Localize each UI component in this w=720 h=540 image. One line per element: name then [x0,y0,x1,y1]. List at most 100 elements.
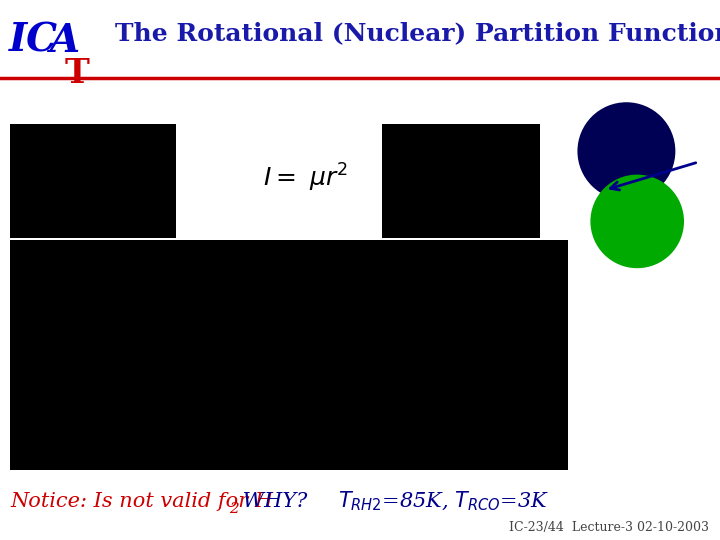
Ellipse shape [629,214,645,229]
Ellipse shape [595,179,680,264]
Ellipse shape [614,139,639,164]
Text: $T_{RH2}$=85K, $T_{RCO}$=3K: $T_{RH2}$=85K, $T_{RCO}$=3K [338,490,549,512]
Ellipse shape [613,197,662,246]
Ellipse shape [626,150,627,152]
Ellipse shape [630,214,644,228]
Ellipse shape [613,138,639,164]
Ellipse shape [618,143,634,159]
Ellipse shape [595,120,657,182]
Ellipse shape [624,148,629,154]
Ellipse shape [606,131,647,172]
Ellipse shape [610,135,643,167]
Ellipse shape [631,215,644,228]
Ellipse shape [609,134,644,168]
Ellipse shape [634,218,641,225]
Ellipse shape [599,183,675,260]
Ellipse shape [593,178,681,265]
Ellipse shape [585,110,667,192]
Text: A: A [49,22,79,59]
Ellipse shape [636,220,639,223]
Ellipse shape [621,146,631,156]
Ellipse shape [611,195,663,247]
Ellipse shape [598,183,676,260]
Ellipse shape [583,108,670,194]
Ellipse shape [603,188,671,255]
Ellipse shape [598,124,654,179]
Ellipse shape [591,116,662,186]
Bar [10,240,568,470]
Ellipse shape [598,181,677,261]
Ellipse shape [622,207,652,236]
Ellipse shape [606,190,669,253]
Ellipse shape [601,126,652,177]
Ellipse shape [600,185,674,258]
Text: The Rotational (Nuclear) Partition Function: The Rotational (Nuclear) Partition Funct… [115,22,720,45]
Ellipse shape [621,206,653,237]
Ellipse shape [594,119,659,184]
Ellipse shape [591,176,683,267]
Ellipse shape [624,207,652,235]
Ellipse shape [600,125,652,177]
Text: 2: 2 [229,502,239,516]
Ellipse shape [616,140,637,162]
Ellipse shape [619,204,655,239]
Ellipse shape [625,150,628,153]
Ellipse shape [633,217,642,226]
Ellipse shape [611,195,664,248]
Ellipse shape [598,123,655,180]
Ellipse shape [603,129,649,174]
Ellipse shape [613,137,640,165]
Ellipse shape [608,133,644,169]
Ellipse shape [619,144,634,159]
Ellipse shape [606,190,668,253]
Text: IC: IC [9,22,58,59]
Ellipse shape [608,192,667,251]
Ellipse shape [580,105,673,198]
Ellipse shape [586,111,667,191]
Ellipse shape [626,211,648,232]
Bar [382,124,540,238]
Ellipse shape [611,136,642,167]
Ellipse shape [597,181,678,262]
Ellipse shape [620,204,654,239]
Ellipse shape [607,191,667,252]
Ellipse shape [624,208,650,235]
Ellipse shape [592,176,683,267]
Ellipse shape [608,193,666,250]
Ellipse shape [581,105,672,197]
Ellipse shape [636,221,638,222]
Ellipse shape [610,194,665,249]
Ellipse shape [579,104,674,199]
Ellipse shape [588,112,665,191]
Ellipse shape [602,127,651,176]
Ellipse shape [609,193,665,249]
Ellipse shape [603,127,650,175]
Ellipse shape [596,180,678,263]
Ellipse shape [612,197,662,246]
Ellipse shape [622,147,631,156]
Ellipse shape [616,141,636,161]
Ellipse shape [577,102,675,200]
Ellipse shape [616,200,659,243]
Ellipse shape [596,121,657,181]
Ellipse shape [626,210,649,233]
Ellipse shape [593,118,660,185]
Ellipse shape [605,188,670,254]
Ellipse shape [590,114,663,188]
Ellipse shape [618,202,656,240]
Ellipse shape [628,212,647,231]
Ellipse shape [625,209,649,234]
Ellipse shape [590,116,662,187]
Ellipse shape [621,145,632,157]
Ellipse shape [623,148,630,154]
Ellipse shape [621,205,654,238]
Ellipse shape [617,201,657,242]
Ellipse shape [635,219,639,224]
Ellipse shape [618,142,635,160]
Ellipse shape [603,187,672,256]
Ellipse shape [595,119,658,183]
Text: $I = \  \mu r^2$: $I = \ \mu r^2$ [263,162,348,194]
Ellipse shape [608,132,645,170]
Ellipse shape [589,113,664,189]
Text: T: T [65,57,90,90]
